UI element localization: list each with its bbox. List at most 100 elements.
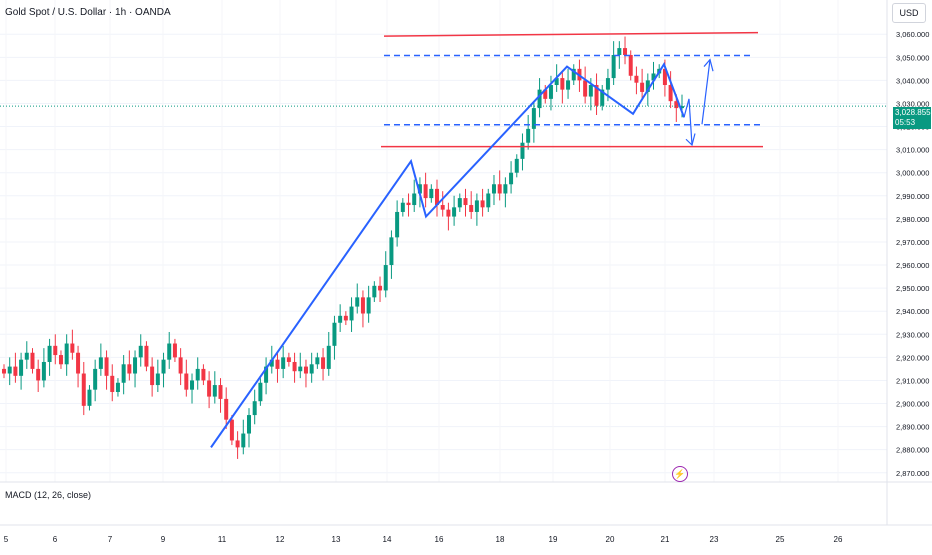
candle-up [115,382,120,392]
x-tick-label: 11 [218,535,227,544]
candle-down [321,357,326,369]
candle-down [583,80,588,97]
x-tick-label: 26 [834,535,843,544]
candle-up [486,193,491,208]
candle-up [645,80,650,92]
candle-down [435,188,440,206]
candle-up [246,415,251,434]
candle-down [110,375,115,392]
candle-down [104,357,109,376]
candle-up [531,108,536,129]
candle-down [360,297,365,314]
currency-button[interactable]: USD [892,3,926,23]
candle-down [668,85,673,102]
y-tick-label: 2,940.000 [896,307,929,316]
arrow-head-down [685,133,696,147]
candle-up [252,401,257,416]
candle-down [150,366,155,386]
current-price-value: 3,028.855 [895,108,931,117]
candle-up [93,368,98,390]
candle-up [24,352,29,360]
projection-down [688,98,693,146]
candle-down [275,359,280,369]
candle-up [651,73,656,81]
arrow-head-up [703,58,714,72]
y-tick-label: 2,900.000 [896,400,929,409]
x-tick-label: 7 [108,535,113,544]
candle-up [514,158,519,173]
candle-up [389,237,394,266]
candle-down [406,202,411,206]
candle-down [76,352,81,374]
x-tick-label: 18 [496,535,505,544]
candle-down [634,75,639,83]
candle-up [600,89,605,106]
candle-up [412,193,417,206]
y-tick-label: 2,870.000 [896,469,929,478]
candle-up [269,359,274,367]
candle-up [349,306,354,321]
candle-down [286,357,291,362]
candle-up [566,80,571,90]
y-tick-label: 2,950.000 [896,284,929,293]
candle-up [190,380,195,390]
candle-up [611,55,616,79]
candle-down [303,366,308,374]
candle-up [457,198,462,208]
x-tick-label: 9 [161,535,166,544]
candle-up [212,385,217,397]
x-tick-label: 19 [549,535,558,544]
candle-up [7,366,12,374]
y-tick-label: 2,890.000 [896,423,929,432]
candle-up [366,297,371,314]
candle-up [315,357,320,365]
candle-up [121,364,126,383]
candle-up [395,211,400,238]
zigzag-pattern [210,61,685,448]
candle-up [474,200,479,212]
candle-up [526,128,531,143]
macd-indicator-label[interactable]: MACD (12, 26, close) [5,490,92,500]
candle-up [167,343,172,360]
candle-down [81,373,86,406]
candle-down [378,285,383,291]
y-tick-label: 3,010.000 [896,146,929,155]
y-tick-label: 2,980.000 [896,215,929,224]
candle-down [628,55,633,76]
y-tick-label: 3,050.000 [896,53,929,62]
y-tick-label: 2,990.000 [896,192,929,201]
candle-up [281,357,286,369]
candle-up [509,172,514,185]
y-tick-label: 2,920.000 [896,353,929,362]
y-tick-label: 2,970.000 [896,238,929,247]
candle-down [36,368,41,381]
candle-up [355,297,360,307]
candle-down [446,209,451,217]
x-tick-label: 14 [383,535,392,544]
resistance-line [383,31,759,37]
candle-up [138,345,143,358]
y-tick-label: 2,930.000 [896,330,929,339]
candle-down [594,85,599,106]
y-tick-label: 2,910.000 [896,376,929,385]
candle-up [332,322,337,346]
candle-up [264,366,269,383]
x-tick-label: 5 [4,535,9,544]
candle-down [172,343,177,358]
candle-up [588,85,593,97]
y-tick-label: 3,040.000 [896,76,929,85]
x-tick-label: 16 [435,535,444,544]
candle-down [144,345,149,367]
candle-up [326,345,331,369]
x-tick-label: 25 [776,535,785,544]
x-tick-label: 6 [53,535,58,544]
candle-up [98,357,103,369]
candle-up [383,265,388,291]
candle-up [680,106,684,109]
candle-down [560,78,565,90]
x-tick-label: 12 [276,535,285,544]
lightning-icon[interactable]: ⚡ [672,466,688,482]
y-tick-label: 3,060.000 [896,30,929,39]
